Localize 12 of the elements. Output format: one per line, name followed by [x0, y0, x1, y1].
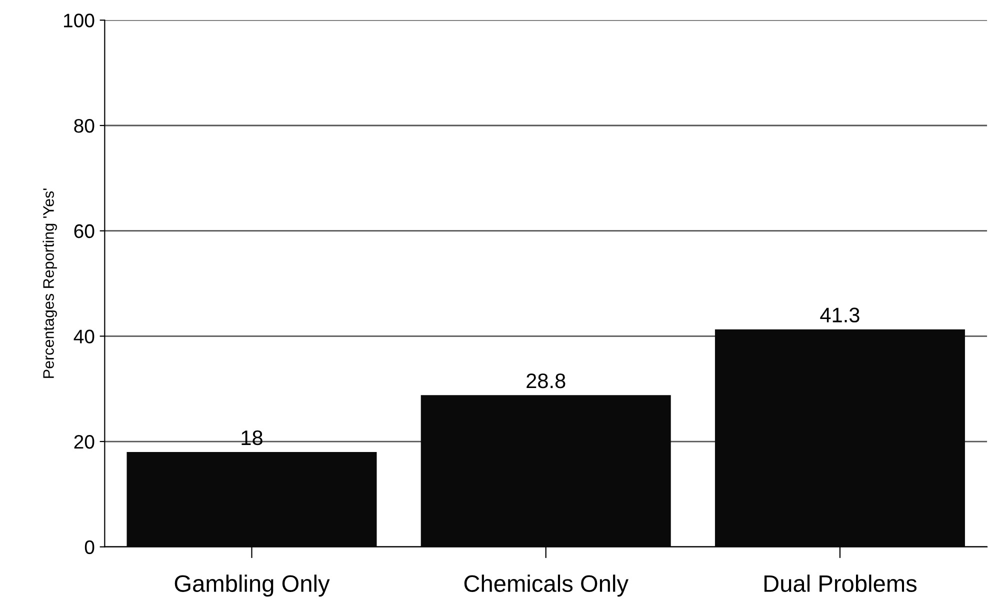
x-tick-label: Gambling Only	[174, 574, 330, 597]
y-tick-label: 40	[74, 330, 94, 344]
y-tick-label: 80	[74, 118, 94, 133]
data-label: 41.3	[820, 308, 860, 322]
data-label: 28.8	[526, 374, 566, 388]
y-tick-label: 20	[74, 434, 94, 449]
y-axis-title: Percentages Reporting 'Yes'	[42, 188, 57, 378]
y-tick-label: 0	[84, 540, 94, 554]
x-tick-label: Dual Problems	[764, 574, 917, 592]
x-tick-label: Chemicals Only	[464, 574, 628, 597]
y-tick-label: 100	[64, 14, 94, 28]
y-tick-label: 60	[74, 224, 94, 238]
